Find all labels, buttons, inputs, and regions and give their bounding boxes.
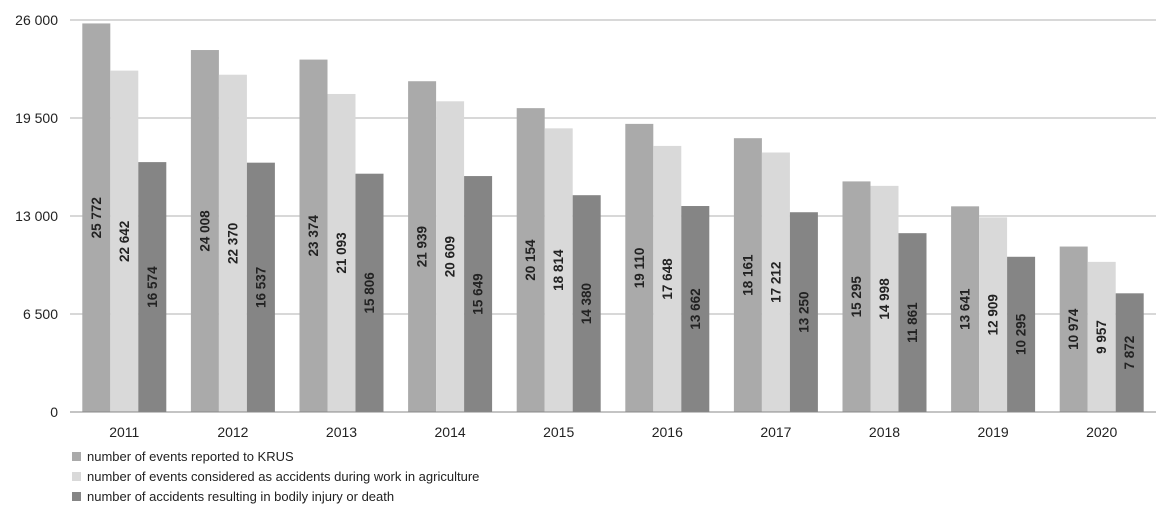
legend-swatch [72, 492, 81, 501]
x-tick-label: 2017 [760, 424, 791, 440]
y-tick-label: 6 500 [23, 306, 58, 322]
bar-value-label: 22 642 [117, 221, 132, 262]
bar-value-label: 7 872 [1122, 336, 1137, 370]
legend-swatch [72, 452, 81, 461]
x-tick-label: 2012 [217, 424, 248, 440]
bar-value-label: 23 374 [306, 215, 321, 257]
legend-label: number of events considered as accidents… [87, 469, 479, 484]
bar-value-label: 15 295 [849, 276, 864, 318]
x-tick-label: 2019 [978, 424, 1009, 440]
y-tick-label: 19 500 [15, 110, 58, 126]
bar-value-label: 25 772 [89, 197, 104, 238]
bar-value-label: 18 814 [551, 249, 566, 291]
bar-value-label: 18 161 [740, 254, 755, 296]
bar-value-label: 16 574 [145, 266, 160, 308]
bar-value-label: 15 649 [471, 273, 486, 314]
x-tick-label: 2018 [869, 424, 900, 440]
y-tick-label: 13 000 [15, 208, 58, 224]
bar-value-label: 13 662 [688, 288, 703, 329]
x-tick-label: 2016 [652, 424, 683, 440]
bar-value-label: 13 250 [796, 291, 811, 332]
bars [82, 23, 1143, 412]
bar-value-label: 14 998 [877, 278, 892, 320]
legend: number of events reported to KRUS number … [72, 449, 479, 504]
y-tick-label: 0 [50, 404, 58, 420]
bar-value-label: 15 806 [362, 272, 377, 314]
bar-value-label: 21 093 [334, 232, 349, 274]
legend-label: number of accidents resulting in bodily … [87, 489, 394, 504]
bar-value-label: 21 939 [415, 226, 430, 267]
bar-value-label: 17 648 [660, 258, 675, 300]
bar-value-label: 13 641 [958, 288, 973, 330]
bar-value-label: 10 974 [1066, 308, 1081, 350]
bar-value-label: 17 212 [768, 262, 783, 303]
legend-swatch [72, 472, 81, 481]
bar-value-label: 11 861 [905, 302, 920, 343]
bar-value-label: 22 370 [225, 223, 240, 264]
bar-value-label: 20 609 [443, 236, 458, 277]
x-tick-label: 2020 [1086, 424, 1117, 440]
bar-value-label: 24 008 [197, 210, 212, 252]
y-tick-label: 26 000 [15, 12, 58, 28]
x-tick-label: 2013 [326, 424, 357, 440]
x-tick-label: 2011 [109, 424, 139, 440]
legend-label: number of events reported to KRUS [87, 449, 294, 464]
x-tick-label: 2015 [543, 424, 574, 440]
bar-value-label: 9 957 [1094, 320, 1109, 354]
bar-value-label: 14 380 [579, 283, 594, 324]
x-tick-label: 2014 [435, 424, 466, 440]
bar-value-label: 16 537 [253, 267, 268, 308]
bar-value-label: 12 909 [986, 294, 1001, 335]
bar-value-label: 20 154 [523, 239, 538, 281]
bar-value-label: 10 295 [1014, 313, 1029, 355]
bar-value-label: 19 110 [632, 248, 647, 289]
